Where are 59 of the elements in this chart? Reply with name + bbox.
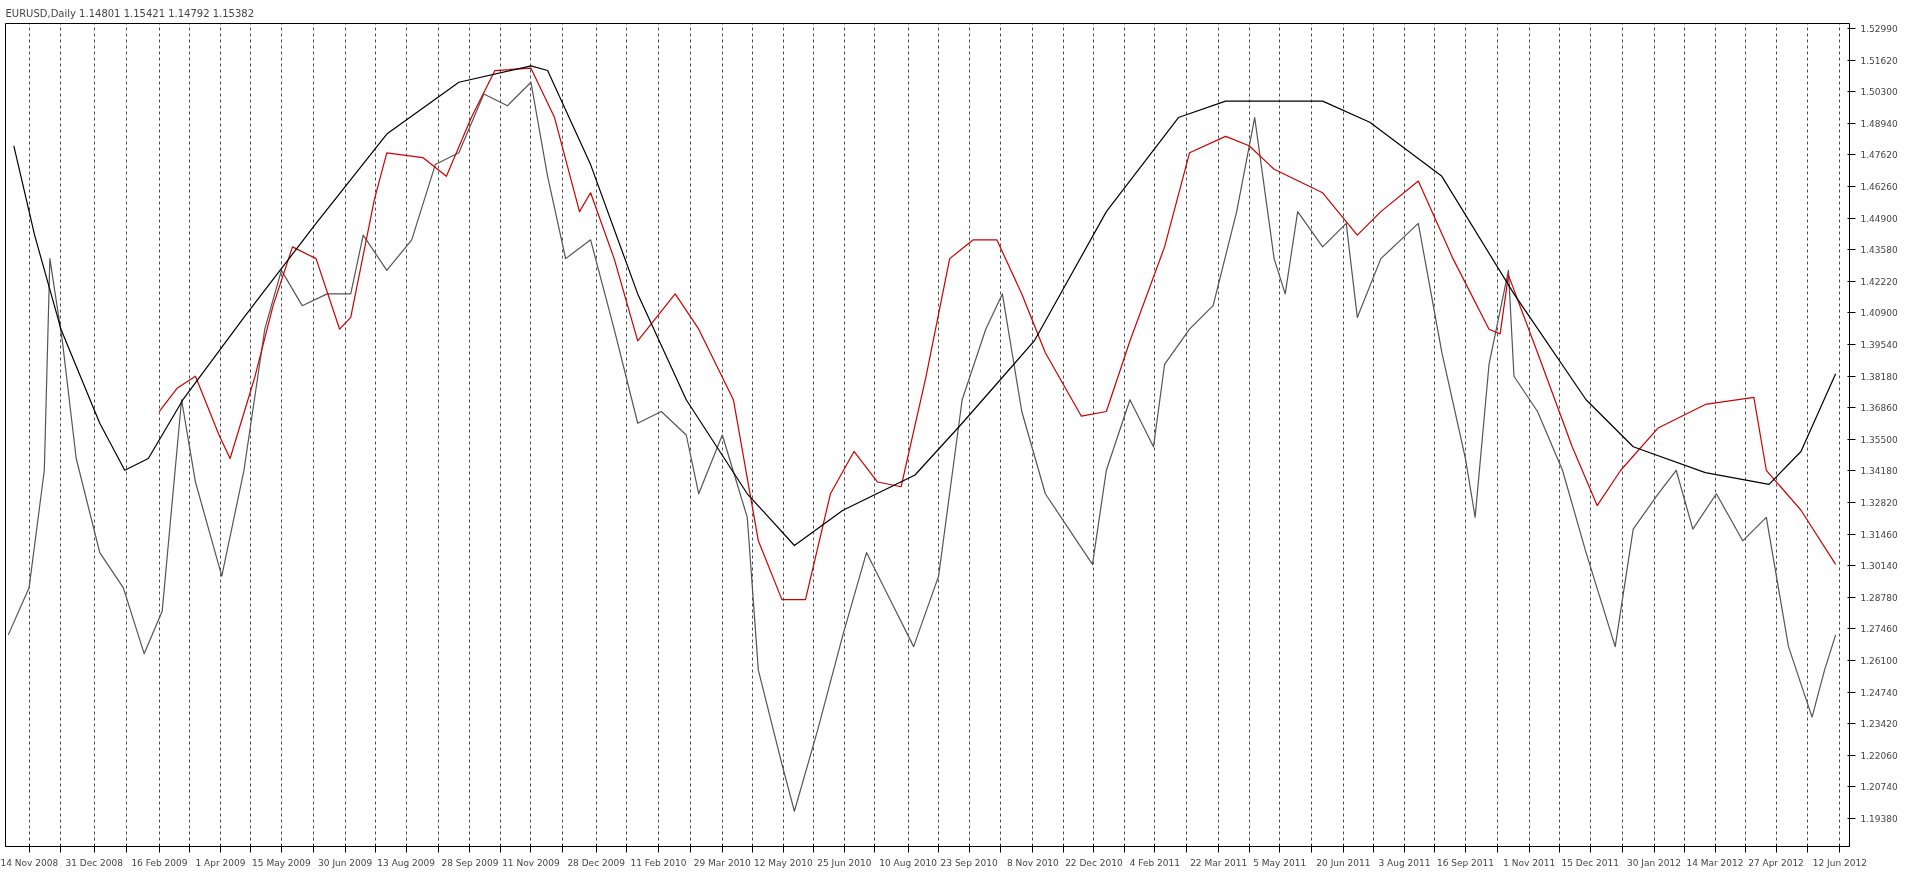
x-tick-label: 28 Dec 2009: [567, 857, 626, 868]
x-tick-label: 16 Feb 2009: [131, 857, 188, 868]
x-tick-label: 1 Apr 2009: [195, 857, 246, 868]
x-tick-label: 27 Apr 2012: [1748, 857, 1804, 868]
x-tick-label: 15 May 2009: [252, 857, 312, 868]
y-tick-label: 1.39540: [1860, 340, 1898, 351]
y-tick-label: 1.40900: [1860, 308, 1898, 319]
y-tick-label: 1.20740: [1860, 782, 1898, 793]
x-tick-label: 28 Sep 2009: [441, 857, 499, 868]
y-tick-label: 1.42220: [1860, 277, 1898, 288]
x-tick-label: 11 Feb 2010: [630, 857, 687, 868]
x-tick-label: 15 Dec 2011: [1561, 857, 1619, 868]
x-tick-label: 22 Mar 2011: [1190, 857, 1248, 868]
x-tick-label: 30 Jan 2012: [1627, 857, 1681, 868]
y-tick-label: 1.44900: [1860, 214, 1898, 225]
y-tick-label: 1.32820: [1860, 498, 1898, 509]
y-tick-label: 1.48940: [1860, 119, 1898, 130]
x-tick-label: 30 Jun 2009: [318, 857, 373, 868]
y-tick-label: 1.47620: [1860, 150, 1898, 161]
x-tick-label: 4 Feb 2011: [1129, 857, 1181, 868]
y-tick-label: 1.31460: [1860, 530, 1898, 541]
line-series: [7, 81, 1837, 812]
x-tick-label: 16 Sep 2011: [1436, 857, 1494, 868]
x-tick-label: 12 Jun 2012: [1812, 857, 1867, 868]
y-tick-label: 1.46260: [1860, 182, 1898, 193]
x-tick-label: 23 Sep 2010: [940, 857, 998, 868]
y-tick-label: 1.43580: [1860, 245, 1898, 256]
y-tick-label: 1.30140: [1860, 561, 1898, 572]
chart-title: EURUSD,Daily 1.14801 1.15421 1.14792 1.15382: [5, 7, 255, 19]
y-tick-label: 1.36860: [1860, 403, 1898, 414]
y-tick-label: 1.28780: [1860, 593, 1898, 604]
y-tick-label: 1.38180: [1860, 372, 1898, 383]
x-tick-label: 1 Nov 2011: [1503, 857, 1556, 868]
y-tick-label: 1.22060: [1860, 751, 1898, 762]
x-tick-label: 5 May 2011: [1253, 857, 1307, 868]
x-tick-label: 20 Jun 2011: [1316, 857, 1371, 868]
y-tick-label: 1.51620: [1860, 56, 1898, 67]
y-tick-label: 1.27460: [1860, 624, 1898, 635]
x-tick-label: 14 Mar 2012: [1686, 857, 1744, 868]
x-tick-label: 11 Nov 2009: [502, 857, 561, 868]
y-tick-label: 1.23420: [1860, 719, 1898, 730]
x-tick-label: 10 Aug 2010: [879, 857, 938, 868]
y-tick-label: 1.35500: [1860, 435, 1898, 446]
y-tick-label: 1.50300: [1860, 87, 1898, 98]
x-tick-label: 8 Nov 2010: [1006, 857, 1060, 868]
x-tick-label: 22 Dec 2010: [1065, 857, 1123, 868]
y-tick-label: 1.19380: [1860, 814, 1898, 825]
y-tick-label: 1.52990: [1860, 23, 1898, 34]
y-tick-label: 1.24740: [1860, 688, 1898, 699]
x-tick-label: 29 Mar 2010: [693, 857, 752, 868]
x-tick-label: 31 Dec 2008: [65, 857, 124, 868]
x-tick-label: 3 Aug 2011: [1378, 857, 1431, 868]
x-tick-label: 25 Jun 2010: [817, 857, 872, 868]
y-tick-label: 1.26100: [1860, 656, 1898, 667]
x-tick-label: 14 Nov 2008: [0, 857, 59, 868]
line-series: [158, 67, 1837, 601]
x-tick-label: 13 Aug 2009: [377, 857, 436, 868]
x-tick-label: 12 May 2010: [753, 857, 813, 868]
y-tick-label: 1.34180: [1860, 466, 1898, 477]
